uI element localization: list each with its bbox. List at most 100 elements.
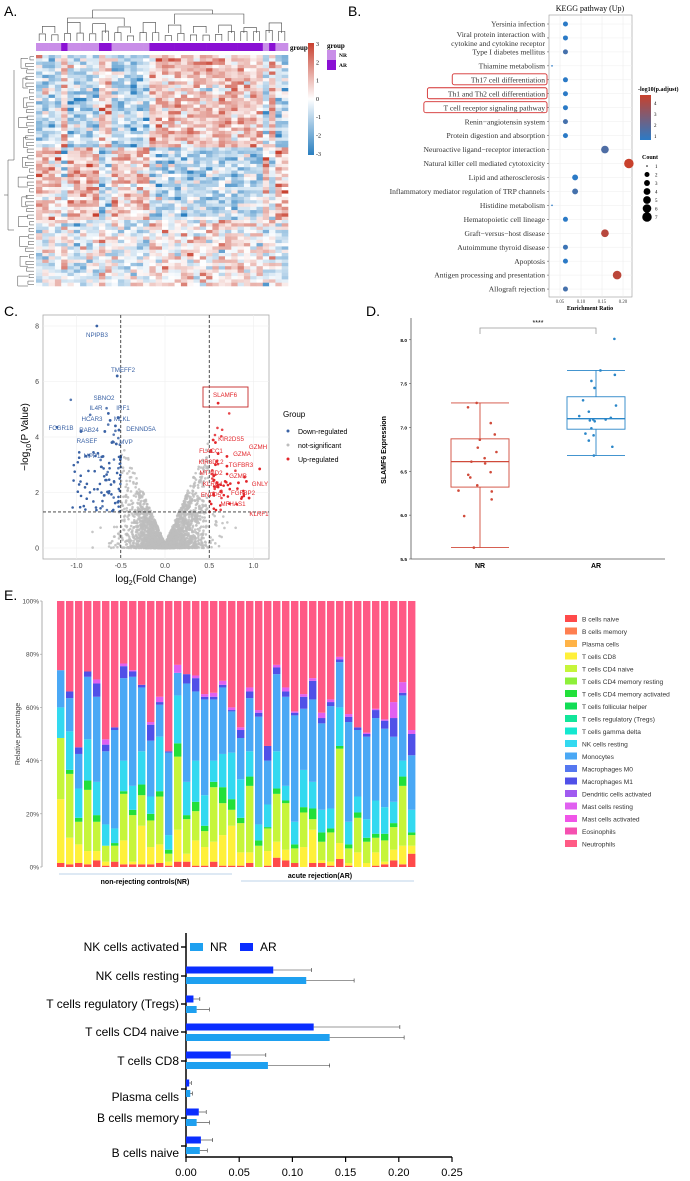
- kegg-pathway-label: Th17 cell differentiation: [471, 75, 545, 84]
- heatmap-cell: [73, 94, 81, 99]
- heatmap-cell: [180, 196, 188, 201]
- heatmap-cell: [99, 91, 106, 95]
- heatmap-cell: [180, 266, 188, 270]
- heatmap-cell: [174, 239, 182, 244]
- heatmap-cell: [281, 81, 289, 85]
- heatmap-cell: [218, 282, 226, 287]
- heatmap-cell: [143, 55, 150, 59]
- heatmap-cell: [54, 253, 62, 257]
- heatmap-cell: [275, 104, 282, 109]
- heatmap-cell: [212, 144, 219, 148]
- heatmap-cell: [42, 256, 49, 260]
- heatmap-cell: [54, 170, 62, 175]
- heatmap-cell: [275, 91, 282, 95]
- heatmap-cell: [111, 256, 119, 260]
- heatmap-cell: [155, 88, 163, 92]
- heatmap-cell: [281, 61, 289, 66]
- heatmap-cell: [199, 163, 207, 168]
- heatmap-cell: [136, 256, 144, 260]
- heatmap-cell: [243, 68, 251, 72]
- heatmap-cell: [36, 180, 43, 184]
- heatmap-cell: [256, 91, 264, 95]
- heatmap-cell: [237, 246, 245, 250]
- heatmap-cell: [206, 58, 213, 62]
- heatmap-cell: [218, 111, 226, 115]
- heatmap-cell: [80, 74, 87, 79]
- heatmap-cell: [231, 173, 238, 178]
- heatmap-cell: [212, 177, 219, 181]
- heatmap-cell: [281, 200, 289, 204]
- heatmap-cell: [174, 223, 182, 227]
- heatmap-cell: [218, 154, 226, 158]
- heatmap-cell: [212, 226, 219, 231]
- volcano-ytick-label: 0: [35, 546, 39, 553]
- heatmap-cell: [54, 81, 62, 85]
- heatmap-cell: [281, 163, 289, 168]
- heatmap-cell: [136, 200, 144, 204]
- group-annotation-cell: [105, 43, 112, 51]
- heatmap-cell: [187, 97, 194, 102]
- group-annotation-cell: [111, 43, 119, 51]
- heatmap-cell: [61, 213, 68, 217]
- heatmap-cell: [193, 124, 201, 128]
- heatmap-cell: [149, 107, 156, 112]
- heatmap-cell: [92, 203, 100, 208]
- heatmap-cell: [225, 266, 232, 270]
- heatmap-cell: [174, 74, 182, 79]
- heatmap-cell: [80, 104, 87, 109]
- heatmap-cell: [281, 249, 289, 254]
- heatmap-cell: [180, 253, 188, 257]
- volcano-point: [134, 492, 138, 496]
- heatmap-cell: [193, 130, 201, 135]
- volcano-point: [124, 543, 128, 546]
- heatmap-cell: [111, 117, 119, 122]
- heatmap-cell: [269, 94, 276, 99]
- heatmap-cell: [105, 256, 112, 260]
- volcano-point: [184, 529, 188, 533]
- volcano-point: [120, 519, 124, 522]
- heatmap-cell: [80, 173, 87, 178]
- heatmap-cell: [162, 94, 169, 99]
- column-dendrogram: [38, 9, 286, 41]
- heatmap-cell: [130, 157, 138, 161]
- heatmap-cell: [262, 239, 270, 244]
- heatmap-cell: [143, 183, 150, 188]
- heatmap-cell: [92, 94, 100, 99]
- heatmap-cell: [48, 84, 56, 89]
- heatmap-cell: [149, 114, 156, 118]
- heatmap-cell: [86, 61, 93, 66]
- heatmap-cell: [262, 160, 270, 165]
- heatmap-cell: [143, 97, 150, 102]
- heatmap-cell: [225, 262, 232, 267]
- heatmap-cell: [99, 183, 106, 188]
- heatmap-cell: [124, 124, 131, 128]
- heatmap-cell: [149, 259, 156, 264]
- heatmap-cell: [149, 223, 156, 227]
- heatmap-cell: [130, 64, 138, 69]
- heatmap-cell: [269, 266, 276, 270]
- heatmap-cell: [54, 71, 62, 76]
- heatmap-cell: [130, 187, 138, 191]
- heatmap-cell: [250, 130, 257, 135]
- heatmap-cell: [180, 140, 188, 145]
- heatmap-cell: [275, 84, 282, 89]
- heatmap-cell: [225, 229, 232, 234]
- heatmap-cell: [168, 213, 175, 217]
- heatmap-cell: [275, 253, 282, 257]
- heatmap-cell: [243, 177, 251, 181]
- heatmap-cell: [111, 206, 119, 211]
- heatmap-cell: [269, 114, 276, 118]
- heatmap-cell: [80, 190, 87, 194]
- heatmap-cell: [262, 78, 270, 82]
- heatmap-cell: [67, 55, 75, 59]
- heatmap-cell: [99, 147, 106, 151]
- heatmap-cell: [168, 269, 175, 274]
- heatmap-cell: [67, 213, 75, 217]
- heatmap-cell: [275, 223, 282, 227]
- volcano-point: [120, 501, 124, 505]
- heatmap-cell: [111, 55, 119, 59]
- heatmap-cell: [80, 246, 87, 250]
- heatmap-cell: [48, 55, 56, 59]
- heatmap-cell: [212, 140, 219, 145]
- heatmap-cell: [61, 253, 68, 257]
